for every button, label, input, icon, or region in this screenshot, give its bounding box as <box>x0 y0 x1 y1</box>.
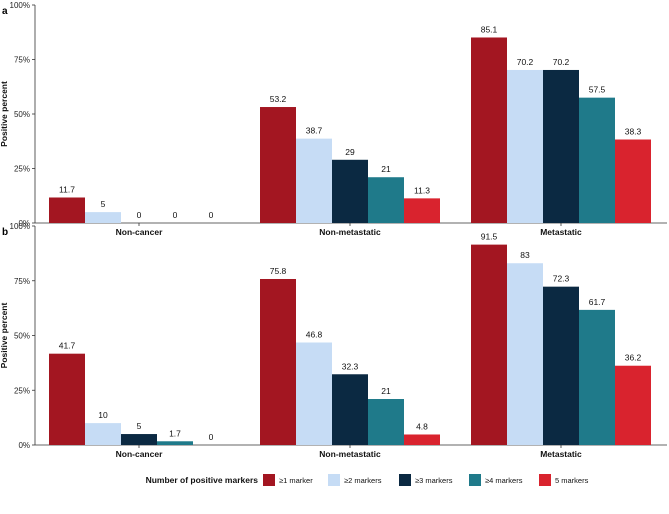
bar <box>615 365 651 445</box>
data-label: 0 <box>209 432 214 442</box>
y-tick-label: 100% <box>10 1 30 10</box>
data-label: 70.2 <box>553 57 570 67</box>
legend-swatch <box>469 474 481 486</box>
data-label: 11.7 <box>59 184 75 194</box>
data-label: 53.2 <box>270 94 287 104</box>
data-label: 1.7 <box>169 428 181 438</box>
legend-entry: 5 markers <box>555 476 589 485</box>
y-tick-label: 25% <box>14 386 30 395</box>
legend-title: Number of positive markers <box>146 475 259 485</box>
data-label: 29 <box>345 147 355 157</box>
bar <box>296 138 332 223</box>
data-label: 10 <box>98 410 108 420</box>
bar <box>471 37 507 224</box>
bar <box>543 69 579 224</box>
x-tick-label: Non-metastatic <box>319 227 381 237</box>
bar <box>121 434 157 445</box>
y-tick-label: 0% <box>18 219 30 228</box>
bar <box>368 399 404 445</box>
y-tick-label: 75% <box>14 56 30 65</box>
bar <box>579 309 615 445</box>
bar <box>332 159 368 223</box>
panel-a: a Positive percent 0% 25% 50% 75% 100% 11.7 5 0 0 0… <box>0 1 667 237</box>
legend-swatch <box>399 474 411 486</box>
data-label: 5 <box>137 421 142 431</box>
x-tick-label: Non-metastatic <box>319 449 381 459</box>
data-label: 75.8 <box>270 266 287 276</box>
data-label: 0 <box>173 210 178 220</box>
bar <box>85 423 121 445</box>
data-label: 32.3 <box>342 361 359 371</box>
data-label: 38.3 <box>625 127 642 137</box>
legend-entry: ≥2 markers <box>344 476 382 485</box>
data-label: 38.7 <box>306 126 323 136</box>
bar <box>368 177 404 223</box>
bar <box>543 286 579 445</box>
bar <box>507 69 543 224</box>
x-tick-label: Non-cancer <box>116 227 163 237</box>
bar <box>332 374 368 445</box>
bar <box>471 244 507 445</box>
data-label: 91.5 <box>481 232 498 242</box>
bar <box>49 197 85 223</box>
data-label: 0 <box>137 210 142 220</box>
y-axis-label: Positive percent <box>0 303 9 369</box>
bar <box>507 263 543 445</box>
data-label: 41.7 <box>59 341 76 351</box>
bar <box>404 434 440 445</box>
bar <box>260 278 296 445</box>
legend: Number of positive markers ≥1 marker ≥2 ma… <box>146 474 589 486</box>
x-tick-label: Non-cancer <box>116 449 163 459</box>
y-tick-label: 50% <box>14 332 30 341</box>
data-label: 5 <box>101 199 106 209</box>
data-label: 21 <box>381 386 391 396</box>
legend-entry: ≥4 markers <box>485 476 523 485</box>
bar <box>157 441 193 445</box>
bar <box>296 342 332 445</box>
data-label: 83 <box>520 250 530 260</box>
legend-swatch <box>328 474 340 486</box>
data-label: 72.3 <box>553 274 570 284</box>
data-label: 11.3 <box>414 185 430 195</box>
bar <box>260 107 296 223</box>
x-tick-label: Metastatic <box>540 449 582 459</box>
data-label: 61.7 <box>589 297 606 307</box>
bar <box>49 353 85 445</box>
bar <box>615 139 651 223</box>
bar <box>404 198 440 223</box>
y-tick-label: 75% <box>14 277 30 286</box>
legend-entry: ≥3 markers <box>415 476 453 485</box>
panel-label: b <box>2 227 8 238</box>
y-tick-label: 100% <box>10 222 30 231</box>
x-tick-label: Metastatic <box>540 227 582 237</box>
bar <box>85 212 121 223</box>
data-label: 36.2 <box>625 353 642 363</box>
panel-b: b Positive percent 0% 25% 50% 75% 100% 41.7 10 5 1… <box>0 222 667 459</box>
data-label: 46.8 <box>306 330 323 340</box>
legend-swatch <box>539 474 551 486</box>
legend-entry: ≥1 marker <box>279 476 313 485</box>
data-label: 85.1 <box>481 24 498 34</box>
y-tick-label: 25% <box>14 165 30 174</box>
y-tick-label: 0% <box>18 441 30 450</box>
y-tick-label: 50% <box>14 110 30 119</box>
bar <box>579 97 615 223</box>
data-label: 4.8 <box>416 421 428 431</box>
data-label: 0 <box>209 210 214 220</box>
legend-swatch <box>263 474 275 486</box>
data-label: 70.2 <box>517 57 534 67</box>
data-label: 21 <box>381 164 391 174</box>
data-label: 57.5 <box>589 85 606 95</box>
y-axis-label: Positive percent <box>0 81 9 147</box>
panel-label: a <box>2 6 8 17</box>
